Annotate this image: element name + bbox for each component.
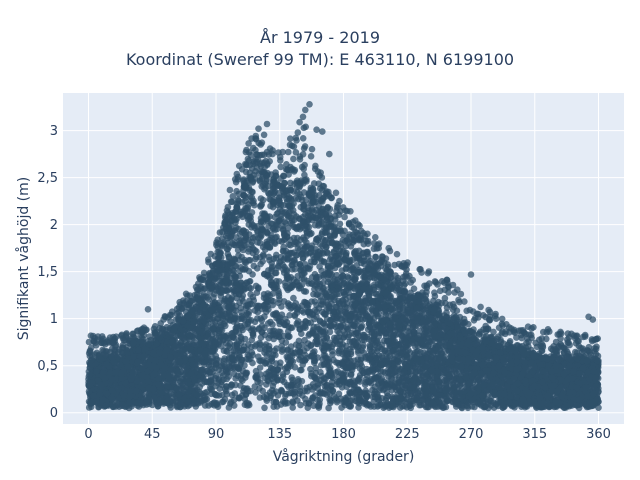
data-point <box>345 274 352 282</box>
data-point <box>220 320 228 328</box>
data-point <box>249 271 256 278</box>
data-point <box>293 320 301 327</box>
data-point <box>223 271 231 278</box>
data-point <box>325 404 332 412</box>
data-point <box>275 299 282 307</box>
data-point <box>343 317 350 324</box>
data-point <box>353 262 361 269</box>
data-point <box>219 315 226 323</box>
data-point <box>242 194 249 201</box>
chart-title-line1: År 1979 - 2019 <box>260 28 380 47</box>
data-point <box>357 355 365 362</box>
data-point <box>316 280 324 288</box>
data-point <box>313 301 320 309</box>
data-point <box>265 306 272 313</box>
data-point <box>301 269 308 277</box>
data-point <box>411 329 418 336</box>
data-point <box>281 378 288 386</box>
data-point <box>256 394 264 401</box>
data-point <box>262 370 270 378</box>
data-point <box>303 228 311 236</box>
data-point <box>275 290 283 297</box>
data-point <box>298 275 306 282</box>
data-point <box>338 404 345 411</box>
data-point <box>277 401 285 408</box>
data-point <box>309 395 316 402</box>
data-point <box>215 272 223 280</box>
data-point <box>273 345 280 352</box>
data-point <box>252 389 259 396</box>
data-point <box>216 385 223 393</box>
data-point <box>355 404 362 411</box>
data-point <box>256 385 263 392</box>
data-point <box>412 369 419 376</box>
data-point <box>315 402 323 409</box>
data-point <box>263 397 271 405</box>
data-point <box>286 312 293 319</box>
data-point <box>290 294 297 302</box>
data-point <box>318 361 325 369</box>
data-point <box>268 234 275 242</box>
data-point <box>297 366 304 374</box>
data-point <box>426 338 434 346</box>
data-point <box>206 384 214 391</box>
data-point <box>384 392 392 400</box>
data-point <box>231 334 238 342</box>
data-point <box>316 263 323 270</box>
data-point <box>401 358 408 366</box>
chart-title-line2: Koordinat (Sweref 99 TM): E 463110, N 61… <box>125 50 515 69</box>
data-point <box>259 196 267 204</box>
data-point <box>295 195 302 203</box>
data-point <box>196 383 204 391</box>
data-point <box>284 347 291 354</box>
data-point <box>373 390 381 398</box>
data-point <box>317 297 325 305</box>
data-point <box>312 364 320 372</box>
data-point <box>248 209 256 216</box>
data-point <box>257 202 265 209</box>
data-point <box>261 404 268 412</box>
data-point <box>224 250 232 258</box>
data-point <box>235 290 243 298</box>
data-point <box>258 322 266 330</box>
data-point <box>298 330 305 338</box>
data-point <box>284 354 292 361</box>
data-point <box>248 336 256 344</box>
data-point <box>346 338 354 345</box>
data-point <box>301 357 309 364</box>
data-point <box>271 240 279 247</box>
data-point <box>287 241 294 249</box>
data-point <box>305 332 313 339</box>
data-point <box>342 264 350 272</box>
data-point <box>251 201 258 209</box>
data-point <box>290 234 298 242</box>
data-point <box>286 203 293 210</box>
data-points <box>85 101 602 412</box>
data-point <box>346 256 354 264</box>
data-point <box>237 264 245 271</box>
data-point <box>209 316 216 324</box>
